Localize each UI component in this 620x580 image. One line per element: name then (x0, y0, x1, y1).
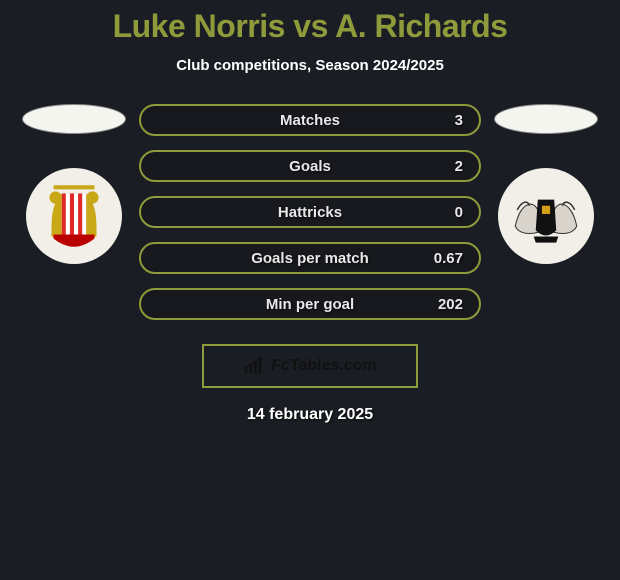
date-label: 14 february 2025 (0, 406, 620, 424)
stat-label: Min per goal (266, 296, 354, 313)
stat-label: Matches (280, 112, 340, 129)
player-right-club-crest (498, 168, 594, 264)
player-right-flag (494, 104, 598, 134)
stat-label: Hattricks (278, 204, 342, 221)
comparison-row: Matches 3 Goals 2 Hattricks 0 Goals per … (0, 104, 620, 320)
stat-row-min-per-goal: Min per goal 202 (139, 288, 481, 320)
crest-right-icon (505, 175, 587, 257)
stat-right-value: 3 (423, 112, 463, 129)
stat-row-goals-per-match: Goals per match 0.67 (139, 242, 481, 274)
player-right-col (491, 104, 601, 264)
brand-logo-box: FcTables.com (202, 344, 418, 388)
stat-right-value: 0 (423, 204, 463, 221)
stat-row-goals: Goals 2 (139, 150, 481, 182)
stat-right-value: 202 (423, 296, 463, 313)
page-title: Luke Norris vs A. Richards (0, 8, 620, 45)
crest-left-icon (33, 175, 115, 257)
subtitle: Club competitions, Season 2024/2025 (0, 57, 620, 74)
brand-text: FcTables.com (271, 357, 377, 375)
player-left-flag (22, 104, 126, 134)
stat-label: Goals (289, 158, 331, 175)
stat-row-hattricks: Hattricks 0 (139, 196, 481, 228)
stat-label: Goals per match (251, 250, 369, 267)
player-left-club-crest (26, 168, 122, 264)
player-left-col (19, 104, 129, 264)
stats-column: Matches 3 Goals 2 Hattricks 0 Goals per … (139, 104, 481, 320)
brand-text-b: Tables.com (290, 357, 377, 375)
stat-right-value: 0.67 (423, 250, 463, 267)
stat-right-value: 2 (423, 158, 463, 175)
stat-row-matches: Matches 3 (139, 104, 481, 136)
bar-chart-icon (243, 356, 265, 376)
brand-text-a: Fc (271, 357, 290, 375)
